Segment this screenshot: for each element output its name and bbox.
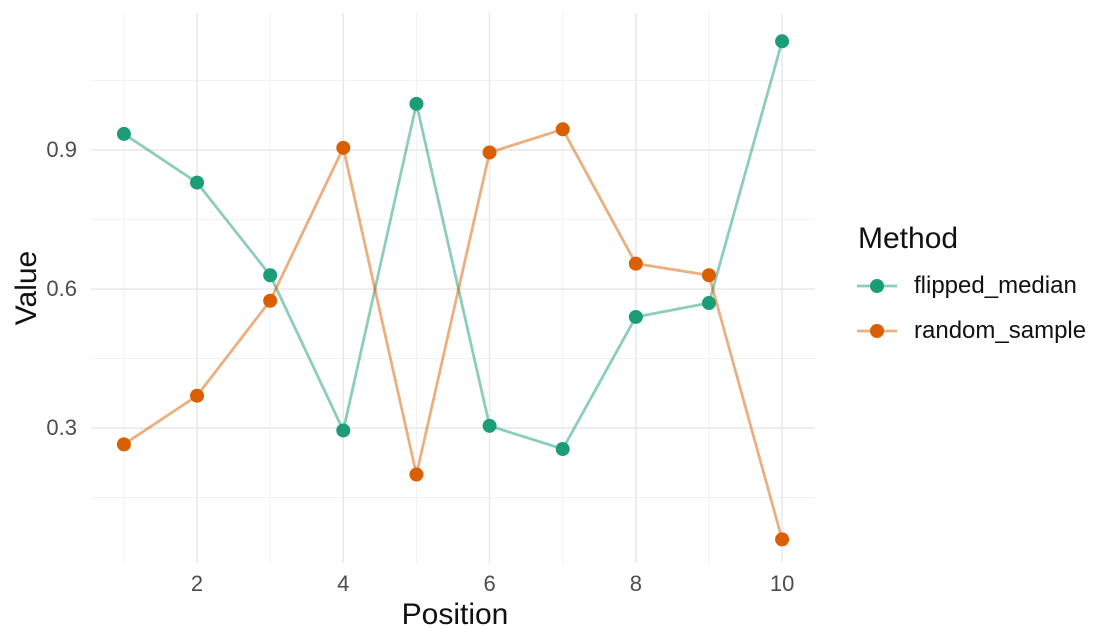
x-axis-title: Position	[401, 598, 509, 631]
data-point	[336, 140, 351, 155]
y-tick-label: 0.3	[46, 415, 77, 441]
data-point	[482, 418, 497, 433]
legend-item-random_sample: random_sample	[856, 317, 1086, 345]
data-point	[555, 442, 570, 457]
legend-key-icon	[857, 324, 897, 338]
y-tick-label: 0.6	[46, 276, 77, 302]
data-point	[336, 423, 351, 438]
data-point	[409, 467, 424, 482]
data-point	[263, 293, 278, 308]
data-point	[628, 256, 643, 271]
series-points-random_sample	[116, 122, 790, 547]
data-point	[190, 175, 205, 190]
data-point	[116, 437, 131, 452]
legend-item-label: flipped_median	[914, 272, 1077, 299]
legend-key-point	[870, 279, 884, 293]
legend-title: Method	[858, 222, 959, 255]
y-axis-title: Value	[10, 250, 43, 326]
legend-item-flipped_median: flipped_median	[856, 272, 1086, 300]
x-tick-label: 4	[337, 571, 350, 596]
x-tick-label: 6	[483, 571, 496, 596]
series-line-flipped_median	[123, 40, 784, 451]
x-tick-label: 10	[769, 571, 795, 596]
data-point	[775, 34, 790, 49]
legend-item-label: random_sample	[914, 317, 1087, 344]
data-point	[482, 145, 497, 160]
gridlines-minor	[91, 13, 815, 563]
legend-key-icon	[857, 279, 897, 293]
data-point	[775, 532, 790, 547]
gridlines-major	[91, 13, 815, 563]
series-line-random_sample	[123, 127, 784, 540]
data-point	[190, 388, 205, 403]
data-point	[701, 296, 716, 311]
data-point	[628, 309, 643, 324]
x-tick-label: 2	[190, 571, 204, 596]
legend-key-point	[870, 324, 884, 338]
y-tick-label: 0.9	[46, 137, 77, 163]
data-point	[555, 122, 570, 137]
series-points-flipped_median	[116, 34, 790, 457]
data-point	[701, 268, 716, 283]
legend: Method flipped_median random_sample	[856, 222, 1086, 362]
x-tick-label: 8	[629, 571, 642, 596]
data-point	[116, 126, 131, 141]
plot-panel	[91, 13, 815, 563]
data-point	[409, 96, 424, 111]
legend-items: flipped_median random_sample	[856, 272, 1086, 345]
data-point	[263, 268, 278, 283]
